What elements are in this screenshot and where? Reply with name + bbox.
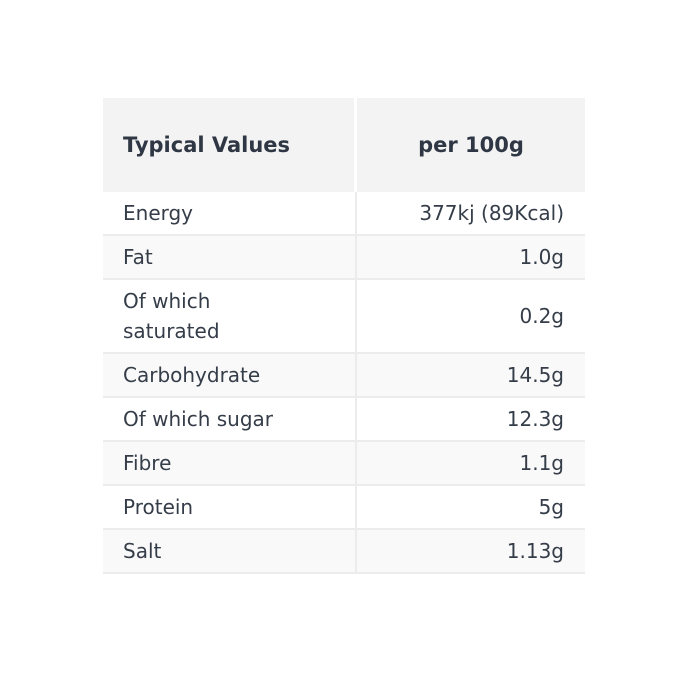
table-row-protein: Protein 5g: [103, 486, 585, 530]
header-per-100g: per 100g: [357, 98, 585, 192]
table-row-energy: Energy 377kj (89Kcal): [103, 192, 585, 236]
nutrient-label: Of which sugar: [103, 398, 357, 440]
table-row-sugar: Of which sugar 12.3g: [103, 398, 585, 442]
nutrient-value: 1.0g: [519, 245, 564, 269]
nutrient-value: 14.5g: [506, 363, 564, 387]
nutrient-label: Salt: [103, 530, 357, 572]
table-row-saturated: Of which saturated 0.2g: [103, 280, 585, 354]
nutrient-value: 377kj (89Kcal): [419, 201, 564, 225]
nutrient-value: 12.3g: [506, 407, 564, 431]
nutrient-label: Protein: [103, 486, 357, 528]
nutrient-label: Fibre: [103, 442, 357, 484]
header-typical-values: Typical Values: [103, 98, 357, 192]
table-row-carbohydrate: Carbohydrate 14.5g: [103, 354, 585, 398]
nutrient-label: Of which saturated: [103, 280, 357, 352]
table-row-salt: Salt 1.13g: [103, 530, 585, 574]
nutrient-label: Carbohydrate: [103, 354, 357, 396]
nutrient-label: Fat: [103, 236, 357, 278]
nutrient-value: 1.1g: [519, 451, 564, 475]
table-row-fibre: Fibre 1.1g: [103, 442, 585, 486]
nutrient-value: 0.2g: [519, 304, 564, 328]
table-header-row: Typical Values per 100g: [103, 98, 585, 192]
table-row-fat: Fat 1.0g: [103, 236, 585, 280]
nutrition-table: Typical Values per 100g Energy 377kj (89…: [103, 98, 585, 574]
nutrient-value: 1.13g: [506, 539, 564, 563]
nutrient-label: Energy: [103, 192, 357, 234]
nutrient-value: 5g: [538, 495, 564, 519]
